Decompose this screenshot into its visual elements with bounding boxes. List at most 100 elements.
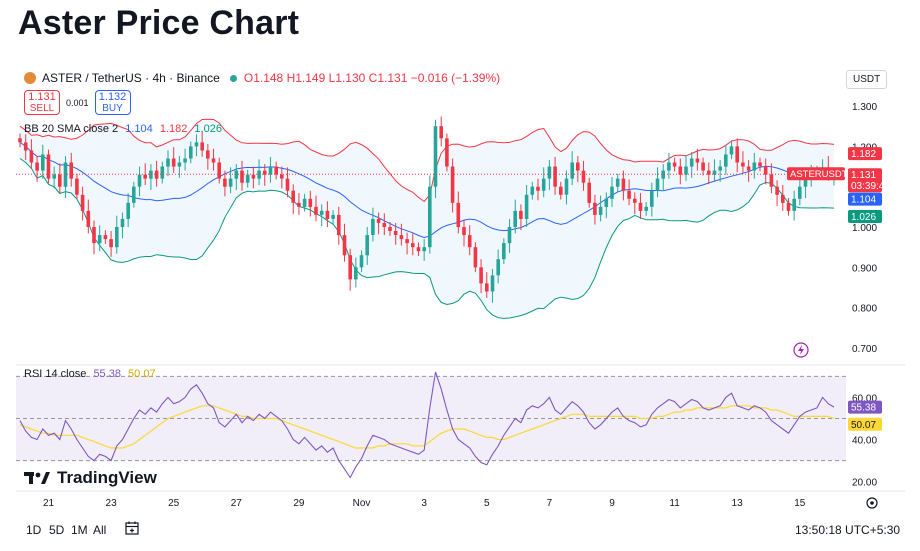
time-axis-tick: 29 [293, 498, 305, 509]
tradingview-logo[interactable]: TradingView [24, 468, 157, 488]
clock-time[interactable]: 13:50:18 UTC+5:30 [795, 523, 901, 537]
tradingview-chart[interactable]: 0.7000.8000.9001.0001.1001.2001.30020.00… [16, 64, 905, 512]
candle-body [781, 194, 785, 203]
price-axis-tick: 1.000 [852, 223, 877, 234]
candle-body [428, 186, 432, 248]
candle-body [371, 218, 375, 235]
candle-body [752, 162, 757, 171]
candle-body [29, 150, 34, 163]
candle-body [775, 186, 779, 195]
candle-body [69, 162, 73, 179]
candle-body [547, 166, 552, 179]
candle-body [769, 174, 774, 187]
candle-body [661, 170, 665, 179]
candle-body [462, 227, 466, 236]
rsi-ma-tag-bg [848, 417, 882, 431]
candle-body [564, 178, 569, 195]
candle-body [672, 162, 677, 167]
time-axis-tick: 21 [43, 498, 55, 509]
time-axis-tick: 7 [547, 498, 553, 509]
candle-body [126, 202, 130, 219]
candle-body [433, 126, 438, 187]
date-range-icon[interactable] [124, 520, 141, 537]
currency-selector[interactable]: USDT [846, 70, 888, 89]
candle-body [792, 198, 796, 211]
candle-body [633, 198, 637, 203]
candle-body [650, 190, 654, 207]
candle-body [177, 162, 182, 167]
symbol-price-label-bg [787, 167, 845, 181]
bb-legend[interactable]: BB 20 SMA close 2 1.104 1.182 1.026 [24, 123, 222, 135]
upper-price-tag-text: 1.182 [851, 149, 876, 160]
candle-body [18, 138, 22, 143]
settings-gear-icon [866, 497, 878, 509]
candle-body [507, 227, 512, 244]
rsi-axis-tick: 20.00 [852, 478, 877, 489]
candle-body [194, 142, 199, 147]
upper-price-tag-bg [848, 147, 882, 161]
candle-body [598, 206, 603, 215]
settings-gear-icon-center [870, 501, 874, 505]
symbol-title[interactable]: ASTER / TetherUS · 4h · Binance [42, 71, 220, 85]
candle-body [331, 214, 335, 219]
candle-body [724, 154, 728, 167]
candle-body [183, 158, 187, 163]
range-1m-button[interactable]: 1M [71, 523, 88, 537]
symbol-price-label: ASTERUSDT [790, 169, 848, 180]
candle-body [473, 247, 478, 268]
candle-body [86, 210, 91, 227]
candle-body [302, 198, 307, 207]
candle-body [450, 166, 455, 203]
basis-price-tag-text: 1.104 [851, 195, 876, 206]
aster-coin-icon [24, 72, 36, 84]
candle-body [268, 166, 273, 175]
time-axis-tick: 23 [106, 498, 118, 509]
candle-body [684, 166, 688, 175]
candle-body [228, 178, 233, 187]
candle-body [149, 170, 153, 179]
sell-price: 1.131 [28, 91, 56, 103]
candle-body [485, 283, 489, 292]
time-axis-tick: 25 [168, 498, 180, 509]
candle-body [621, 178, 626, 191]
rsi-ma-tag-text: 50.07 [851, 420, 876, 431]
candle-body [263, 170, 267, 175]
bb-upper-value: 1.182 [159, 123, 188, 135]
chart-canvas[interactable]: 0.7000.8000.9001.0001.1001.2001.30020.00… [16, 64, 905, 512]
candle-body [638, 202, 643, 211]
candle-body [746, 166, 751, 171]
buy-button[interactable]: 1.132 BUY [94, 90, 131, 115]
candle-body [393, 231, 398, 235]
candle-body [678, 166, 683, 175]
candle-body [359, 255, 364, 268]
candle-body [75, 178, 79, 195]
rsi-ma-line [19, 405, 835, 449]
candle-body [513, 210, 517, 227]
candle-body [439, 126, 443, 139]
candle-body [154, 170, 159, 179]
open-value: O1.148 [243, 71, 284, 85]
price-axis-tick: 0.700 [852, 344, 877, 355]
candle-body [285, 178, 290, 191]
range-all-button[interactable]: All [93, 523, 107, 537]
buy-price: 1.132 [98, 91, 127, 103]
candle-body [160, 166, 165, 179]
candle-body [297, 202, 301, 207]
tradingview-logo-icon [24, 472, 50, 484]
candle-body [308, 198, 313, 207]
time-axis-tick: 13 [732, 498, 744, 509]
candle-body [211, 158, 216, 163]
range-1d-button[interactable]: 1D [26, 523, 42, 537]
candle-body [200, 142, 204, 151]
symbol-header: ASTER / TetherUS · 4h · Binance O1.148 H… [24, 71, 500, 85]
candle-body [587, 182, 591, 203]
candle-body [479, 267, 483, 284]
candle-body [41, 154, 45, 171]
candle-body [63, 162, 68, 187]
candle-body [109, 239, 113, 248]
rsi-legend[interactable]: RSI 14 close 55.38 50.07 [24, 368, 156, 380]
bb-band-fill [20, 119, 834, 319]
range-5d-button[interactable]: 5D [49, 523, 65, 537]
rsi-label: RSI 14 close [24, 368, 87, 380]
sell-button[interactable]: 1.131 SELL [24, 90, 60, 115]
